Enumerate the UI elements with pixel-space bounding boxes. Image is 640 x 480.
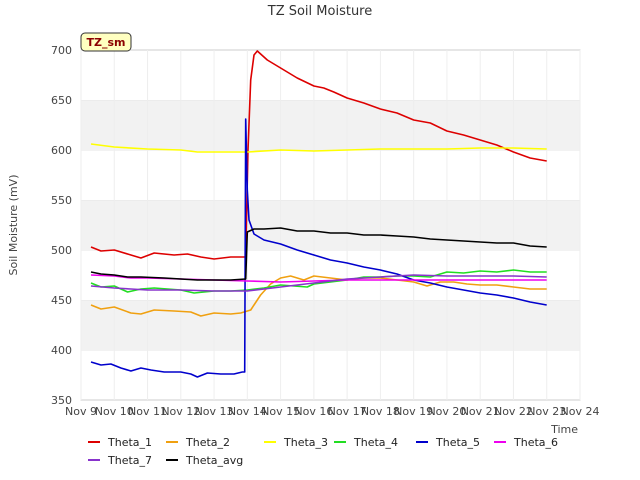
tz-badge: TZ_sm (80, 32, 132, 52)
grid-band (81, 250, 580, 300)
legend-item-theta-3: Theta_3 (264, 436, 328, 449)
series-line-theta-4 (90, 269, 547, 294)
x-tick-label: Nov 16 (294, 405, 333, 418)
x-tick-label: Nov 23 (527, 405, 566, 418)
legend-item-theta-7: Theta_7 (88, 454, 152, 467)
grid-band (81, 100, 580, 150)
y-axis-title: Soil Moisture (mV) (7, 175, 20, 276)
x-tick-label: Nov 10 (95, 405, 134, 418)
grid-band (81, 300, 580, 350)
badge-box (80, 32, 132, 52)
y-tick-label: 550 (51, 194, 72, 207)
legend-label: Theta_4 (353, 436, 398, 449)
y-tick-label: 400 (51, 344, 72, 357)
series-line-theta-5 (90, 118, 547, 378)
x-tick-label: Nov 22 (494, 405, 533, 418)
legend-label: Theta_1 (107, 436, 152, 449)
y-tick-label: 500 (51, 244, 72, 257)
x-tick-label: Nov 13 (195, 405, 234, 418)
legend-label: Theta_5 (435, 436, 480, 449)
y-tick-label: 700 (51, 44, 72, 57)
x-tick-label: Nov 18 (361, 405, 400, 418)
x-tick-label: Nov 19 (394, 405, 433, 418)
legend-item-theta-4: Theta_4 (334, 436, 398, 449)
series-line-theta-7 (90, 274, 547, 292)
legend-label: Theta_2 (185, 436, 230, 449)
x-axis-title: Time (550, 423, 578, 436)
x-tick-label: Nov 14 (228, 405, 267, 418)
x-tick-label: Nov 24 (561, 405, 600, 418)
x-tick-label: Nov 12 (161, 405, 200, 418)
y-axis-ticks: 350 400 450 500 550 600 650 700 (51, 44, 72, 407)
series-line-theta-avg (90, 227, 547, 281)
legend-label: Theta_7 (107, 454, 152, 467)
grid-bands (81, 49, 580, 400)
x-tick-label: Nov 11 (128, 405, 167, 418)
series-line-theta-2 (90, 275, 547, 317)
grid-band (81, 50, 580, 100)
series-line-theta-1 (90, 50, 547, 260)
grid-band (81, 150, 580, 200)
x-tick-label: Nov 15 (261, 405, 300, 418)
x-tick-label: Nov 20 (427, 405, 466, 418)
series-line-theta-3 (90, 143, 547, 153)
y-tick-label: 650 (51, 94, 72, 107)
grid-band (81, 200, 580, 250)
legend-item-theta-5: Theta_5 (416, 436, 480, 449)
legend-label: Theta_3 (283, 436, 328, 449)
chart-title: TZ Soil Moisture (267, 4, 373, 19)
legend-item-theta-1: Theta_1 (88, 436, 152, 449)
x-tick-label: Nov 21 (461, 405, 500, 418)
legend-item-theta-avg: Theta_avg (166, 454, 243, 467)
legend-item-theta-2: Theta_2 (166, 436, 230, 449)
x-tick-label: Nov 9 (65, 405, 97, 418)
x-tick-label: Nov 17 (328, 405, 367, 418)
y-tick-label: 450 (51, 294, 72, 307)
legend-item-theta-6: Theta_6 (494, 436, 558, 449)
legend-label: Theta_6 (513, 436, 558, 449)
legend-label: Theta_avg (185, 454, 243, 467)
series-lines (90, 50, 547, 378)
legend: Theta_1 Theta_2 Theta_3 Theta_4 Theta_5 Theta… (88, 436, 558, 467)
grid-band (81, 350, 580, 400)
series-line-theta-6 (90, 274, 547, 283)
y-tick-label: 600 (51, 144, 72, 157)
y-tick-label: 350 (51, 394, 72, 407)
badge-label: TZ_sm (87, 36, 126, 49)
